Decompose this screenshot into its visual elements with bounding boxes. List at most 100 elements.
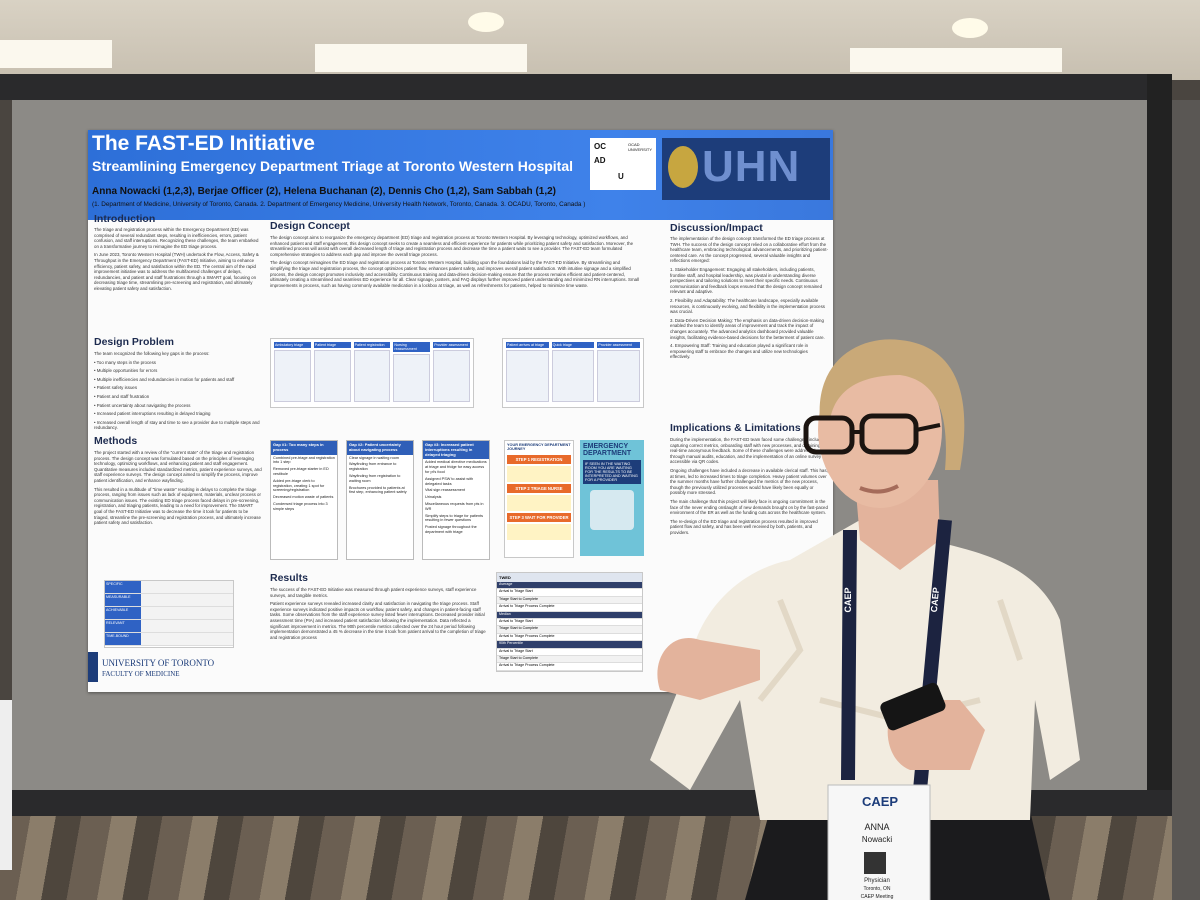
paragraph: 4. Empowering Staff: Training and educat… (670, 343, 809, 360)
flow-step-body (551, 350, 595, 402)
gap-item: Urinalysis (425, 495, 442, 500)
glasses-bridge (852, 423, 941, 434)
ocad-letters: AD (594, 156, 606, 165)
flow-step-label: Patient triage (313, 342, 351, 348)
flow-step: Quick triage (551, 342, 595, 402)
paragraph: The design concept aims to reorganize th… (270, 235, 634, 257)
ed-poster: EMERGENCY DEPARTMENT IF SEEN IN THE WAIT… (580, 440, 644, 556)
name-badge (827, 784, 931, 900)
smart-row: TIME-BOUND (105, 633, 233, 646)
flow-row: Patient arrives at triage Quick triage Pro… (503, 339, 643, 405)
uhn-text: UHN (702, 142, 801, 191)
results-table: TWED Average Arrival to Triage Start Triage… (496, 572, 643, 672)
paragraph: • Patient safety issues (94, 385, 138, 391)
journey-poster: YOUR EMERGENCY DEPARTMENT JOURNEY STEP 1… (504, 440, 574, 558)
gap-item: Assigned PSW to assist with delegated ta… (425, 476, 474, 486)
smart-cell (141, 633, 233, 645)
paragraph: In June 2023, Toronto Western Hospital (… (94, 252, 259, 291)
gap-title: Gap #2: Patient uncertainty about naviga… (347, 441, 413, 455)
paragraph: 2. Flexibility and Adaptability: The hea… (670, 297, 825, 315)
ocad-name: OCAD UNIVERSITY (628, 142, 653, 152)
paragraph: 3. Data-Driven Decision Making: The emph… (670, 317, 825, 340)
presenter-hand (657, 638, 760, 700)
phone (880, 682, 946, 731)
flow-step-label: Patient registration (353, 342, 391, 348)
smart-cell (141, 581, 233, 593)
flow-step-body (597, 350, 641, 402)
paragraph: The re-design of the ED triage and regis… (670, 518, 818, 535)
results-table-row: Arrival to Triage Start (497, 648, 642, 656)
badge-city: Toronto, ON (864, 886, 891, 892)
section-heading: Discussion/Impact (670, 222, 763, 234)
poster-subtitle: Streamlining Emergency Department Triage… (92, 158, 574, 174)
ed-poster-text: IF SEEN IN THE WAITING ROOM YOU ARE WAIT… (583, 460, 641, 484)
new-flow-diagram: Patient arrives at triage Quick triage Pro… (502, 338, 644, 408)
footer-faculty: FACULTY OF MEDICINE (102, 670, 180, 678)
smart-label: ACHIEVABLE (105, 607, 141, 619)
gap-card: Gap #2: Patient uncertainty about naviga… (346, 440, 414, 560)
section-body: During the implementation, the FAST-ED t… (670, 437, 828, 677)
paragraph: • Patient and staff frustration (94, 393, 150, 399)
flow-step: Provider assessment (597, 342, 641, 402)
uoft-crest (88, 652, 98, 682)
gap-item: Posted signage throughout the department… (425, 525, 477, 534)
gap-item: Combined pre-triage and registration int… (273, 455, 335, 465)
badge-first-name: ANNA (864, 822, 889, 832)
results-table-row: Triage Start to Complete (497, 596, 642, 605)
journey-step: STEP 3 WAIT FOR PROVIDER (507, 513, 571, 522)
paragraph: • Increased overall length of stay and t… (94, 419, 260, 431)
journey-step-note (507, 524, 571, 540)
badge-role: Physician (864, 878, 890, 884)
presenter-hair (819, 339, 965, 470)
gap-item: Removed pre-triage starter in ED vestibu… (273, 467, 329, 476)
ceiling-spotlight (468, 12, 504, 32)
paragraph: The design concept reimagines the ED tri… (270, 260, 639, 288)
ceiling-spotlight (952, 18, 988, 38)
paragraph: The team recognized the following key ga… (94, 351, 210, 356)
gap-item: Wayfinding from registration to waiting … (349, 473, 401, 483)
results-table-row: Arrival to Triage Process Complete (497, 604, 642, 612)
section-heading: Design Problem (94, 336, 174, 348)
smart-row: ACHIEVABLE (105, 607, 233, 620)
flow-step: Ambulatory triage (274, 342, 311, 402)
paragraph: The project started with a review of the… (94, 450, 262, 483)
gap-item: Added medical directive medications at t… (425, 460, 487, 474)
flow-step: Nursing reassessment (393, 342, 431, 402)
section-body: The project started with a review of the… (94, 450, 262, 575)
lanyard-text: CAEP (929, 587, 941, 613)
gap-item: Condensed triage process into 3 simple s… (273, 501, 328, 511)
badge-event: CAEP Meeting (861, 894, 894, 900)
paragraph: • Multiple opportunities for errors (94, 368, 158, 374)
gap-card: Gap #3: Increased patient interruptions … (422, 440, 490, 560)
paragraph: 1. Stakeholder Engagement: Engaging all … (670, 266, 823, 295)
gap-cards: Gap #1: Too many steps in process Combine… (270, 440, 490, 560)
results-table-row: Median (497, 611, 642, 619)
uhn-logo: UHN (662, 138, 830, 200)
results-table-row: Arrival to Triage Start (497, 589, 642, 597)
section-heading: Design Concept (270, 220, 350, 232)
flow-step: Patient registration (353, 342, 391, 402)
flow-step-body (393, 354, 431, 402)
background-wall (1172, 100, 1200, 900)
footer-university: UNIVERSITY OF TORONTO (102, 658, 215, 668)
smart-cell (141, 594, 233, 606)
flow-step: Patient arrives at triage (506, 342, 549, 402)
poster-affiliations: (1. Department of Medicine, University o… (92, 201, 586, 208)
flow-step-label: Ambulatory triage (274, 342, 311, 348)
gap-item: Clear signage in waiting room (349, 455, 400, 460)
smart-label: RELEVANT (105, 620, 141, 632)
gap-item: Added pre-triage clerk to registration, … (273, 478, 325, 493)
paragraph: The success of the FAST-ED Initiative wa… (270, 587, 477, 598)
journey-step-note (507, 495, 571, 511)
flow-step-label: Patient arrives at triage (506, 342, 549, 348)
smart-row: MEASURABLE (105, 594, 233, 607)
paragraph: • Increased patient interruptions result… (94, 411, 211, 417)
flow-step-label: Quick triage (551, 342, 595, 348)
presenter-face (818, 352, 942, 508)
ocad-logo: OC AD U OCAD UNIVERSITY (590, 138, 656, 190)
ocad-letters: OC (594, 142, 606, 151)
paragraph: Patient experience surveys revealed incr… (270, 601, 486, 640)
ed-poster-illustration (590, 490, 634, 530)
gap-item: Wayfinding from entrance to registration (349, 462, 397, 472)
